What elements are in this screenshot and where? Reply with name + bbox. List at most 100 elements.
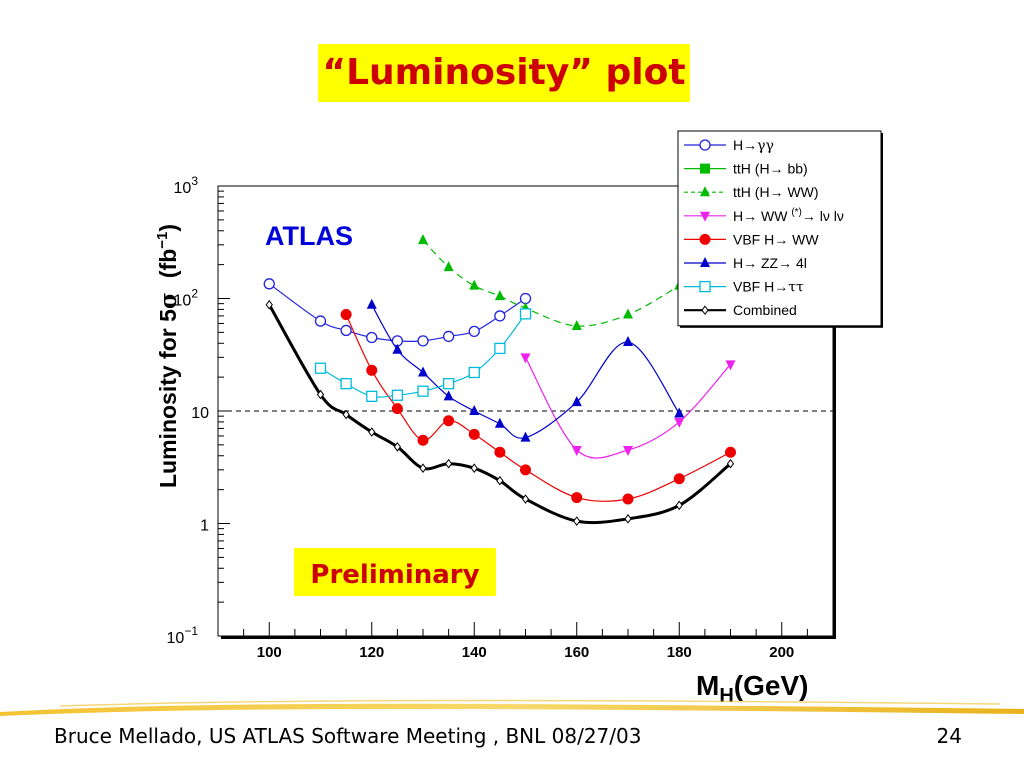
data-point-4 bbox=[520, 464, 531, 476]
data-point-7 bbox=[496, 475, 504, 486]
data-point-7 bbox=[419, 463, 427, 474]
y-tick-label: 102 bbox=[174, 287, 199, 310]
data-point-4 bbox=[340, 309, 352, 321]
data-point-6 bbox=[314, 362, 327, 374]
data-point-0 bbox=[417, 335, 429, 347]
data-point-6 bbox=[519, 308, 532, 320]
data-point-7 bbox=[445, 458, 453, 469]
data-point-0 bbox=[314, 315, 327, 327]
legend-entry: VBF H→ττ bbox=[733, 279, 804, 296]
data-point-0 bbox=[468, 325, 480, 338]
atlas-label: ATLAS bbox=[265, 221, 353, 251]
data-point-5 bbox=[623, 336, 633, 347]
data-point-7 bbox=[470, 463, 478, 474]
data-point-2 bbox=[571, 319, 582, 330]
data-point-2 bbox=[494, 290, 505, 301]
data-point-7 bbox=[726, 458, 735, 469]
data-point-4 bbox=[673, 473, 685, 485]
data-point-3 bbox=[674, 417, 685, 428]
footer-text: Bruce Mellado, US ATLAS Software Meeting… bbox=[54, 724, 642, 748]
data-point-0 bbox=[519, 292, 532, 305]
data-point-7 bbox=[368, 427, 376, 437]
data-point-5 bbox=[366, 298, 377, 309]
data-point-5 bbox=[443, 390, 454, 401]
y-tick-label: 1 bbox=[200, 518, 209, 535]
data-point-5 bbox=[674, 407, 685, 418]
data-point-7 bbox=[521, 494, 530, 504]
y-tick-label: 103 bbox=[174, 174, 199, 197]
data-point-0 bbox=[442, 330, 455, 343]
page-number: 24 bbox=[936, 724, 962, 748]
data-point-2 bbox=[418, 234, 428, 245]
legend-entry: H→γγ bbox=[733, 137, 774, 154]
decorative-swoosh-thin bbox=[59, 699, 1001, 707]
legend-entry: Combined bbox=[733, 302, 797, 318]
data-point-4 bbox=[366, 364, 378, 376]
data-point-6 bbox=[442, 378, 455, 390]
data-point-4 bbox=[443, 415, 455, 427]
data-point-2 bbox=[443, 261, 454, 272]
x-tick-label: 120 bbox=[359, 644, 384, 661]
legend-marker bbox=[700, 257, 710, 267]
data-point-6 bbox=[468, 366, 480, 379]
series-line-0 bbox=[268, 283, 526, 342]
data-point-7 bbox=[265, 299, 273, 310]
data-point-4 bbox=[417, 434, 429, 446]
slide-title: “Luminosity” plot bbox=[318, 44, 690, 102]
data-point-3 bbox=[520, 353, 531, 364]
legend-entry: VBF H→ WW bbox=[733, 231, 819, 247]
data-point-6 bbox=[391, 389, 404, 401]
legend-marker bbox=[700, 163, 710, 174]
x-tick-label: 140 bbox=[462, 644, 487, 661]
data-point-0 bbox=[340, 324, 352, 337]
legend-marker bbox=[699, 233, 711, 245]
data-point-7 bbox=[393, 442, 401, 452]
legend-entry: H→ WW (*)→ lν lν bbox=[733, 207, 844, 224]
legend-entry: ttH (H→ bb) bbox=[733, 161, 808, 177]
data-point-5 bbox=[494, 417, 505, 428]
data-point-5 bbox=[392, 343, 403, 354]
legend-marker bbox=[701, 305, 709, 316]
data-point-6 bbox=[366, 390, 378, 402]
data-point-5 bbox=[418, 366, 428, 377]
data-point-3 bbox=[725, 360, 736, 371]
data-point-7 bbox=[316, 389, 325, 400]
y-axis-title: Luminosity for 5σ(fb−1) bbox=[154, 224, 182, 488]
legend-marker bbox=[699, 139, 711, 151]
data-point-5 bbox=[571, 396, 582, 407]
legend-marker bbox=[700, 211, 710, 222]
data-point-2 bbox=[623, 308, 633, 319]
data-point-6 bbox=[417, 385, 429, 397]
legend-box bbox=[677, 130, 882, 327]
data-point-6 bbox=[340, 378, 352, 390]
data-point-7 bbox=[573, 516, 581, 526]
data-point-5 bbox=[520, 431, 531, 442]
data-point-2 bbox=[469, 279, 480, 290]
preliminary-label: Preliminary bbox=[310, 560, 479, 590]
data-point-5 bbox=[469, 405, 480, 415]
data-point-6 bbox=[494, 342, 506, 355]
decorative-swoosh bbox=[0, 703, 1024, 716]
data-point-4 bbox=[571, 492, 583, 504]
y-tick-label: 10 bbox=[191, 405, 209, 422]
y-tick-label: 10−1 bbox=[167, 624, 199, 647]
legend-marker bbox=[699, 280, 711, 293]
data-point-0 bbox=[494, 310, 506, 322]
x-tick-label: 200 bbox=[769, 644, 794, 661]
preliminary-box bbox=[294, 548, 496, 596]
data-point-7 bbox=[624, 514, 632, 524]
legend-entry: H→ ZZ→ 4l bbox=[733, 255, 807, 271]
data-point-7 bbox=[675, 500, 683, 511]
x-tick-label: 180 bbox=[667, 644, 692, 661]
data-point-4 bbox=[622, 493, 634, 505]
legend-marker bbox=[700, 186, 710, 197]
data-point-4 bbox=[391, 403, 403, 415]
data-point-0 bbox=[366, 331, 378, 344]
data-point-3 bbox=[623, 446, 633, 457]
data-point-7 bbox=[342, 409, 350, 420]
legend-entry: ttH (H→ WW) bbox=[733, 184, 819, 200]
data-point-0 bbox=[263, 278, 275, 290]
data-point-3 bbox=[571, 446, 582, 457]
x-tick-label: 160 bbox=[564, 644, 589, 661]
